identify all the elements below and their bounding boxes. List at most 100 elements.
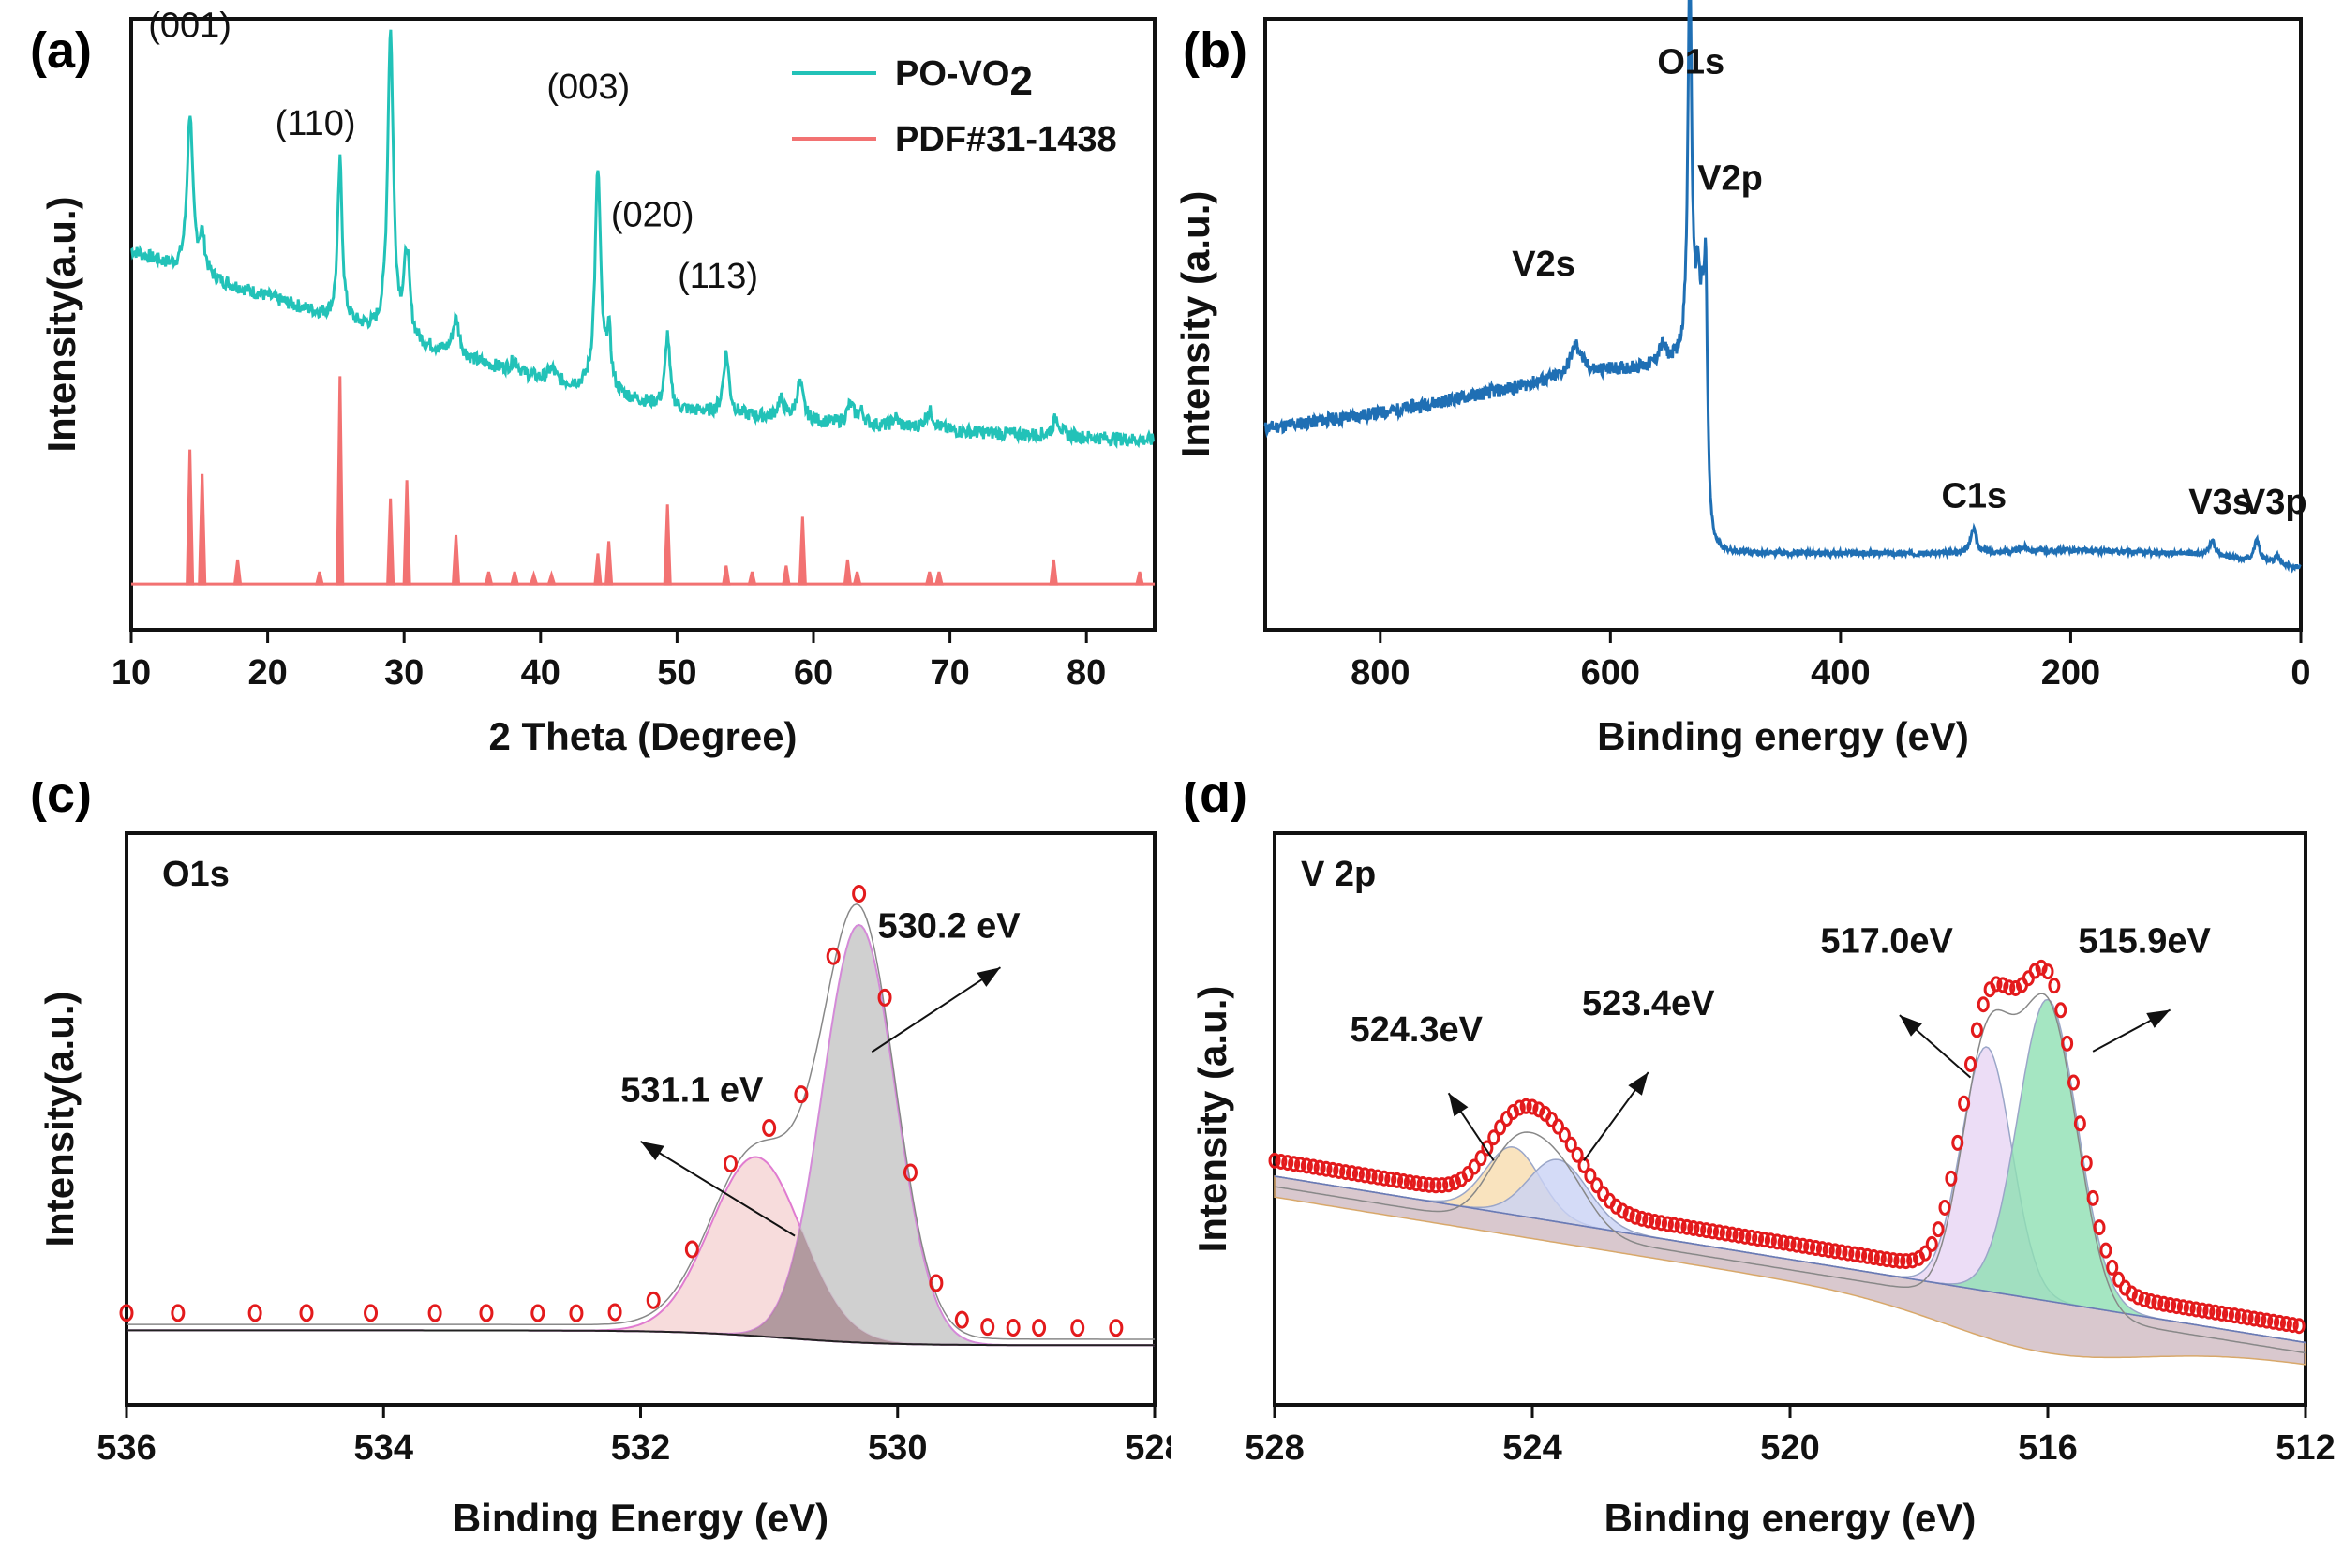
reference-line (852, 571, 862, 586)
fit-point (1810, 1240, 1822, 1257)
fit-point (1906, 1252, 1919, 1269)
component-peak (1274, 1146, 2306, 1344)
fit-point (2254, 1311, 2267, 1328)
fit-point (794, 1085, 809, 1104)
fit-point (1977, 996, 1990, 1013)
panel-c: (c) 536 534 532 530 528 Binding Energy (eV) Int… (0, 767, 1185, 1563)
legend-label-pdf: PDF#31-1438 (895, 120, 1117, 159)
fit-point (2086, 1189, 2099, 1206)
fit-point (1436, 1177, 1449, 1194)
fit-point (646, 1291, 661, 1309)
fit-point (569, 1304, 584, 1322)
panel-label: (a) (30, 22, 92, 79)
fit-point (1506, 1103, 1519, 1120)
reference-line (336, 376, 345, 586)
fit-point (1828, 1243, 1842, 1260)
x-tick-label: 532 (611, 1428, 670, 1468)
fit-point (2061, 1035, 2074, 1052)
fit-point (1339, 1164, 1352, 1181)
peak-label: O1s (1657, 43, 1724, 82)
reference-line (1135, 571, 1144, 586)
fit-point (1867, 1248, 1880, 1265)
panel-label: (b) (1183, 22, 1247, 79)
peak-label: 515.9eV (2078, 922, 2211, 962)
fit-point (2286, 1317, 2299, 1334)
x-tick-label: 10 (112, 653, 151, 693)
fit-point (2241, 1309, 2254, 1326)
fit-point (1964, 1056, 1977, 1073)
fit-point (1494, 1119, 1507, 1136)
fit-point (1649, 1213, 1662, 1230)
fit-point (2080, 1155, 2093, 1172)
fit-point (1306, 1158, 1320, 1175)
y-axis-label: Intensity(a.u.) (37, 991, 82, 1247)
reference-line (782, 565, 791, 586)
fit-point (1571, 1146, 1584, 1163)
fit-point (1288, 1156, 1301, 1172)
fit-point (1519, 1098, 1532, 1114)
component-peak (1274, 998, 2306, 1344)
x-tick-label: 200 (2041, 653, 2100, 693)
fit-point (1449, 1174, 1461, 1191)
peak-label: (110) (276, 104, 356, 143)
fit-point (980, 1318, 995, 1337)
peak-label: (001) (148, 7, 231, 46)
fit-point (1487, 1129, 1500, 1146)
fit-point (1346, 1165, 1358, 1182)
fit-point (1739, 1228, 1752, 1245)
fit-point (1326, 1161, 1339, 1178)
fit-point (1397, 1173, 1410, 1190)
fit-point (1925, 1235, 1938, 1252)
fit-point (684, 1240, 699, 1259)
fit-point (1880, 1251, 1893, 1268)
x-tick-label: 516 (2018, 1428, 2077, 1468)
fit-point (2171, 1298, 2183, 1315)
fit-point (1300, 1157, 1313, 1174)
legend-label-po-vo2: PO-VO2 (895, 54, 1033, 104)
series-line-survey (1263, 0, 2302, 574)
fit-point (2054, 1002, 2067, 1019)
fit-point (2267, 1313, 2280, 1330)
reference-line (593, 553, 603, 586)
reference-line (747, 571, 757, 586)
raw-envelope-line (1274, 993, 2306, 1354)
fit-point (1365, 1168, 1378, 1185)
peak-label: V2s (1512, 245, 1575, 284)
fit-point (877, 988, 892, 1007)
fit-point (1552, 1118, 1564, 1135)
reference-line (529, 570, 539, 586)
fit-point (1416, 1176, 1429, 1193)
fit-point (826, 947, 841, 965)
fit-point (1333, 1162, 1346, 1179)
reference-line (186, 449, 195, 586)
fit-point (1900, 1253, 1913, 1270)
x-tick-label: 524 (1502, 1428, 1561, 1468)
fit-point (2261, 1312, 2274, 1329)
series-line-po-vo2 (130, 29, 1156, 450)
fit-point (1990, 976, 2003, 993)
reference-line (843, 559, 853, 586)
fit-point (427, 1304, 442, 1322)
fit-point (1584, 1168, 1597, 1185)
fit-point (1481, 1140, 1494, 1157)
annotation-arrow (871, 966, 1001, 1053)
arrow-head (977, 967, 1001, 987)
fit-point (1970, 1022, 1983, 1038)
fit-point (1945, 1170, 1958, 1187)
fit-point (1855, 1247, 1868, 1263)
fit-point (1655, 1215, 1667, 1232)
x-tick-label: 20 (247, 653, 287, 693)
reference-line (722, 565, 731, 586)
fit-point (2106, 1259, 2119, 1276)
fit-point (1674, 1217, 1687, 1234)
reference-line (934, 571, 944, 586)
fit-point (2073, 1115, 2086, 1132)
fit-point (1822, 1242, 1835, 1259)
x-tick-label: 0 (2291, 653, 2310, 693)
reference-line (510, 571, 520, 586)
fit-point (1564, 1136, 1577, 1153)
peak-label: 517.0eV (1820, 922, 1953, 962)
fit-point (1848, 1246, 1861, 1262)
fit-point (723, 1155, 738, 1173)
reference-line (198, 473, 207, 586)
